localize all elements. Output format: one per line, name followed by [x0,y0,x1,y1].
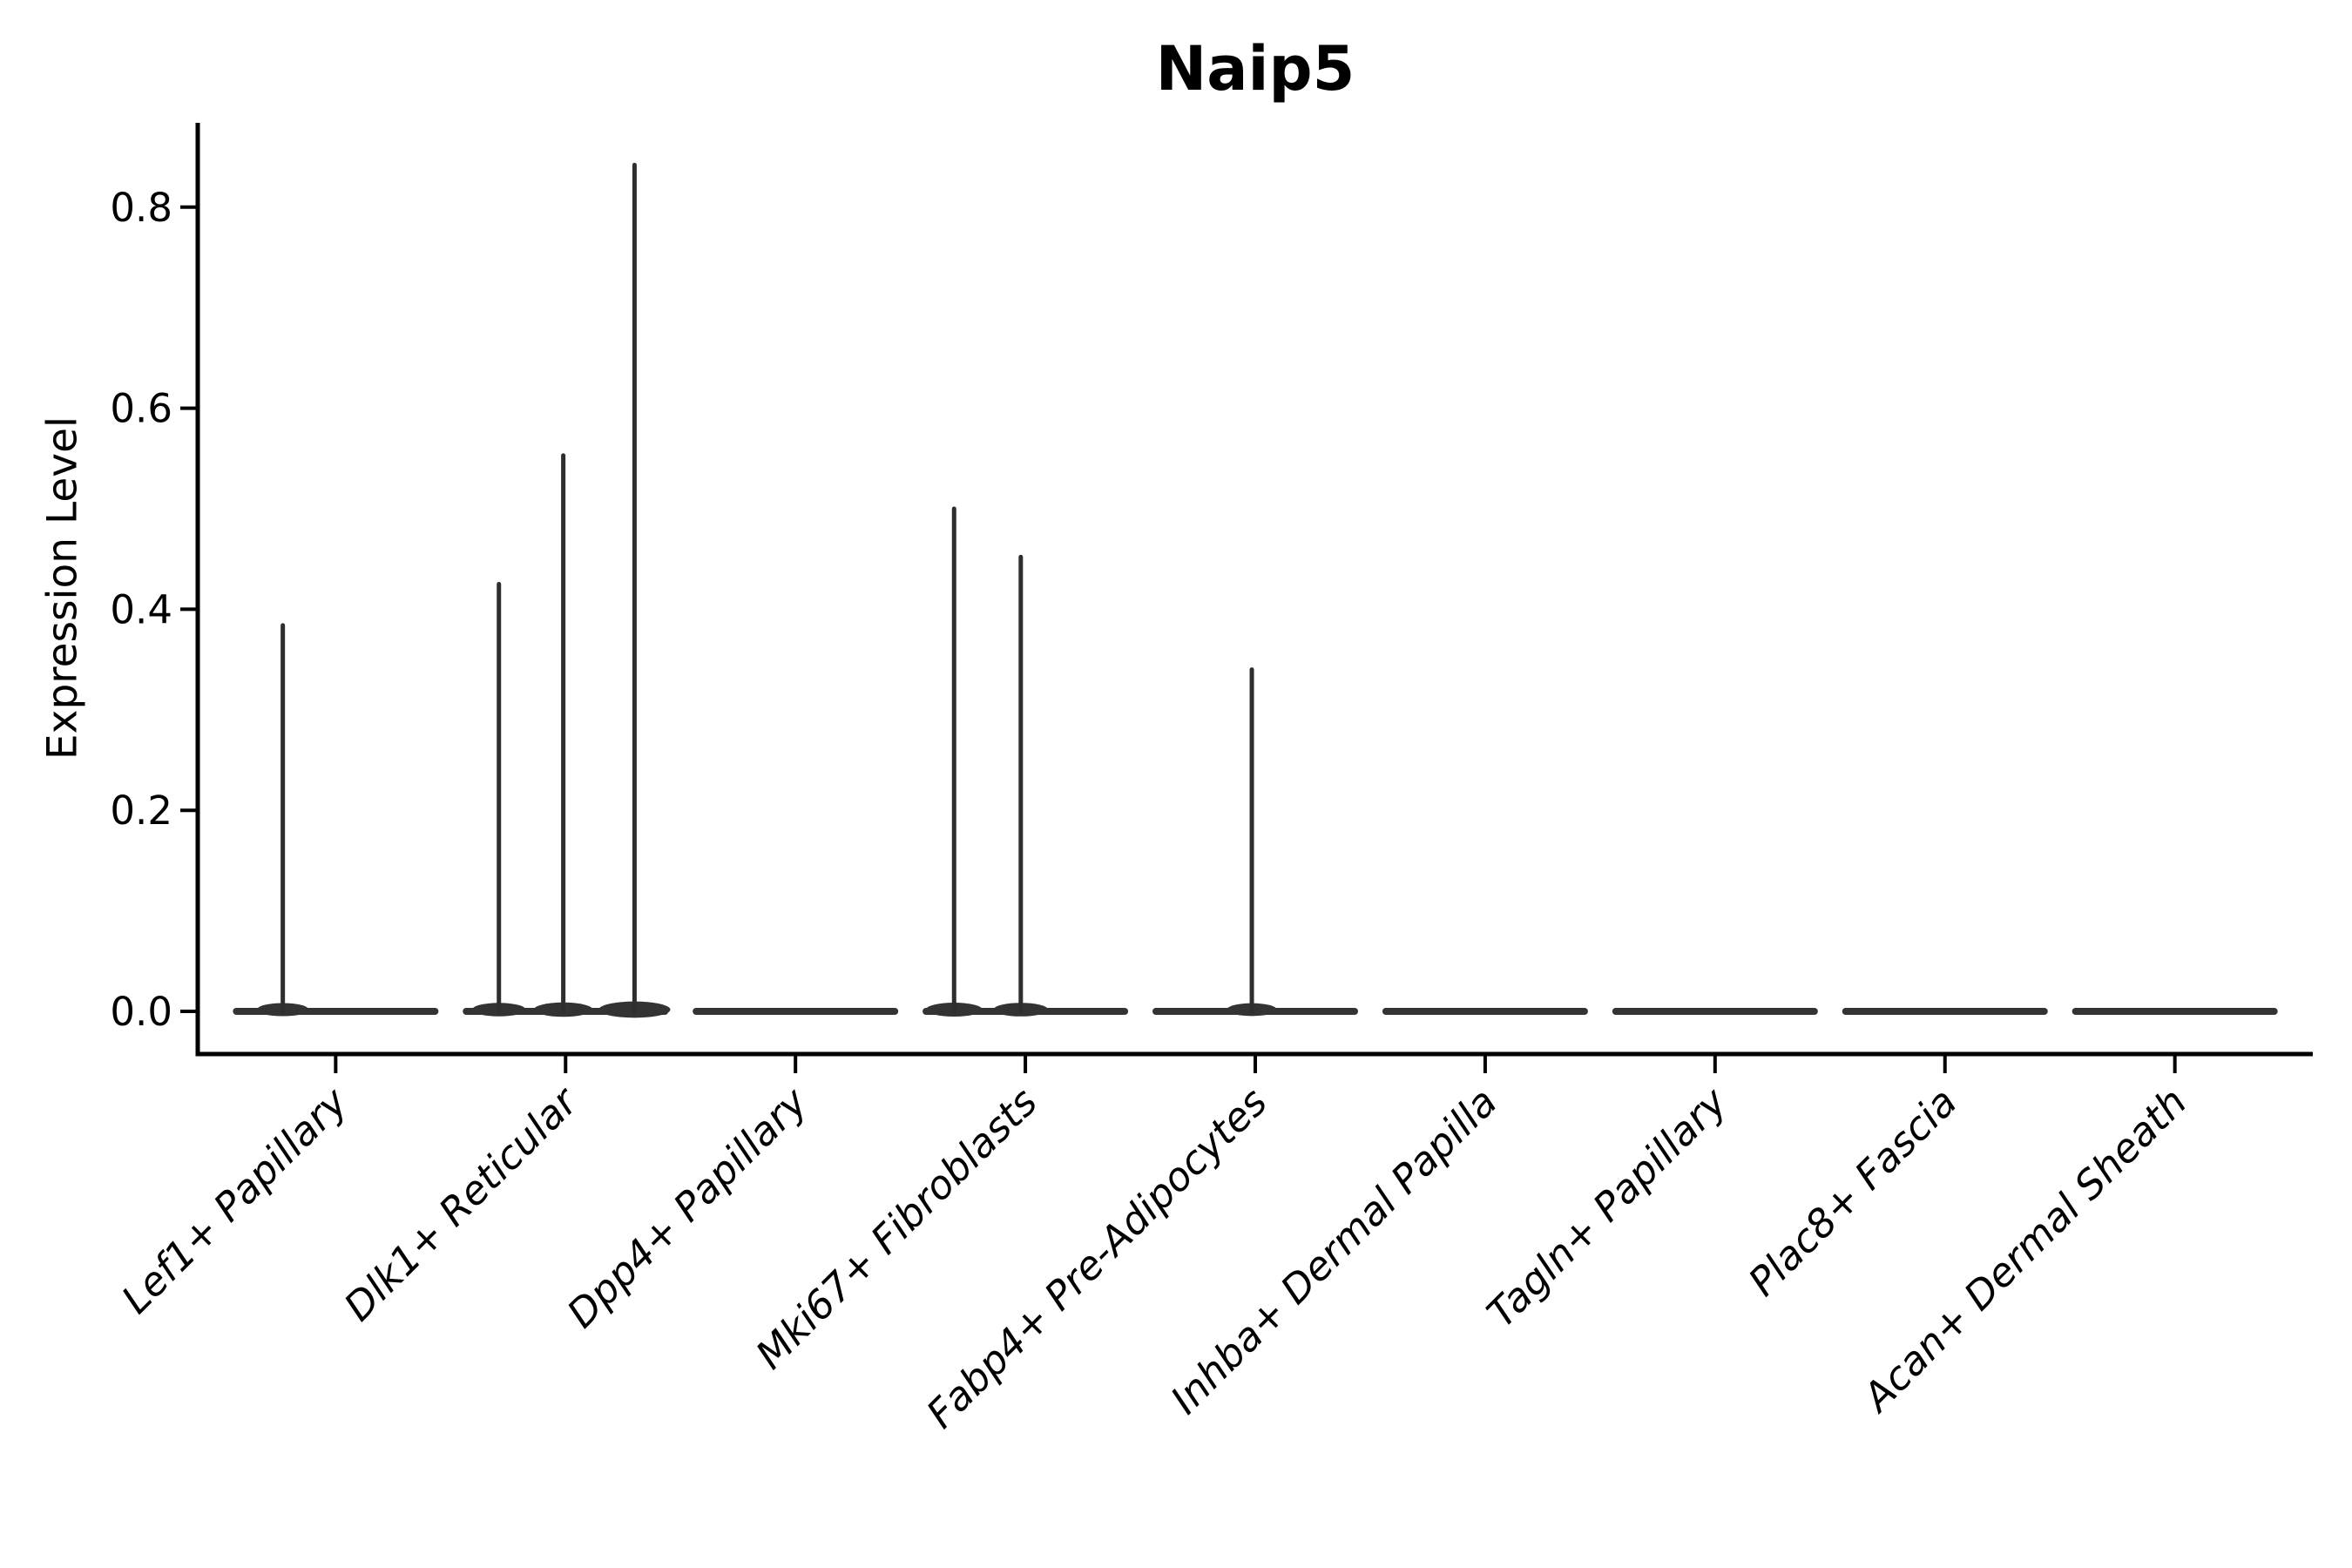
x-tick-label: Lef1+ Papillary [112,1078,357,1322]
y-tick-label: 0.6 [110,386,172,432]
y-tick-label: 0.2 [110,787,172,834]
chart-title: Naip5 [1155,33,1355,105]
x-tick-label: Tagln+ Papillary [1478,1078,1737,1336]
y-tick-label: 0.0 [110,989,172,1035]
y-tick-label: 0.8 [110,185,172,231]
y-tick-label: 0.4 [110,586,172,632]
x-tick-label: Dpp4+ Papillary [558,1078,817,1336]
x-tick-label: Dlk1+ Reticular [335,1078,588,1330]
x-tick-label: Plac8+ Fascia [1740,1078,1966,1305]
